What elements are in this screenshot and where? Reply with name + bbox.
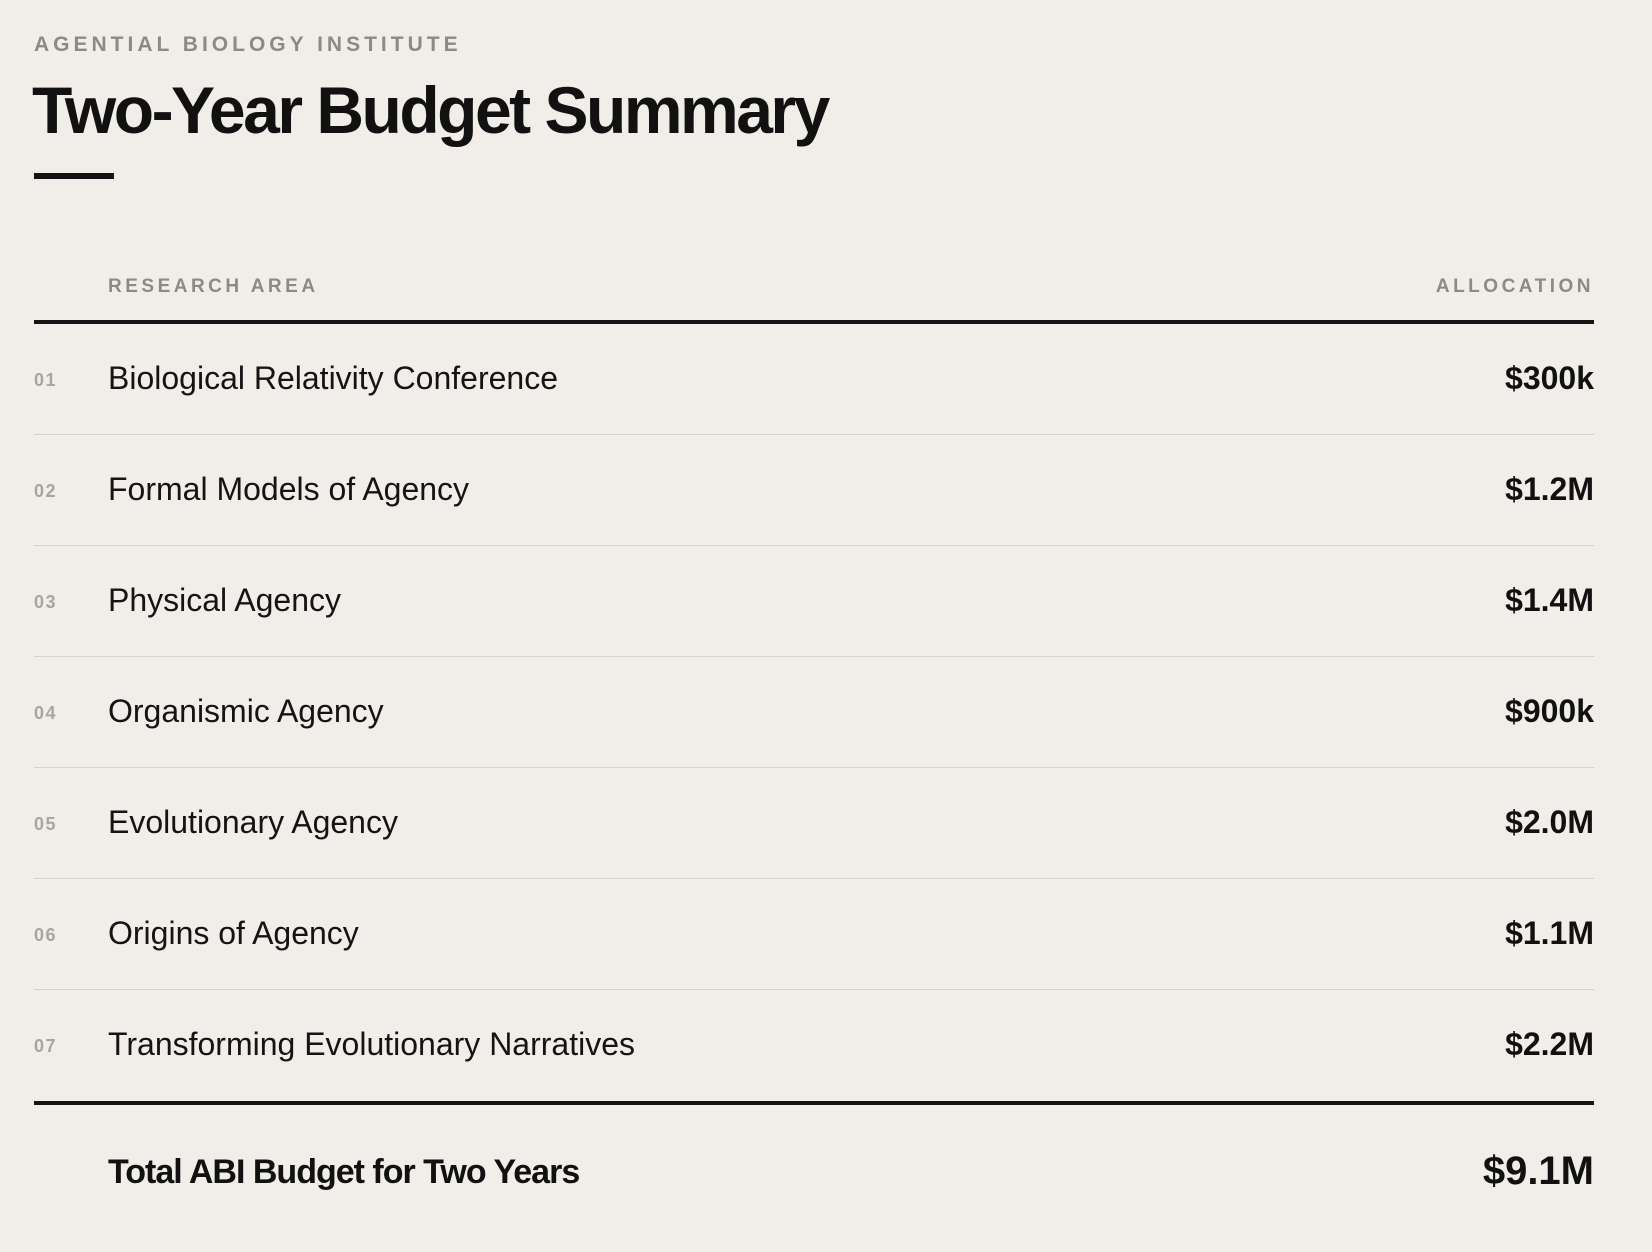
allocation-value: $1.4M [1505,582,1594,618]
row-number: 07 [34,1036,58,1056]
research-area-label: Physical Agency [108,582,342,618]
table-row: 03 Physical Agency $1.4M [34,546,1594,657]
budget-table: RESEARCH AREA ALLOCATION 01 Biological R… [34,262,1594,1221]
row-number: 03 [34,592,58,612]
table-row: 02 Formal Models of Agency $1.2M [34,435,1594,546]
row-number: 01 [34,370,58,390]
column-header-allocation: ALLOCATION [1435,276,1594,297]
table-header: RESEARCH AREA ALLOCATION [34,262,1594,324]
research-area-label: Formal Models of Agency [108,471,470,507]
research-area-label: Biological Relativity Conference [108,360,558,396]
research-area-label: Organismic Agency [108,693,384,729]
row-number: 02 [34,481,58,501]
total-label: Total ABI Budget for Two Years [108,1153,580,1191]
allocation-value: $1.1M [1505,915,1594,951]
allocation-value: $2.2M [1505,1026,1594,1062]
allocation-value: $300k [1505,360,1594,396]
row-number: 05 [34,814,58,834]
research-area-label: Evolutionary Agency [108,804,398,840]
allocation-value: $1.2M [1505,471,1594,507]
table-row: 04 Organismic Agency $900k [34,657,1594,768]
table-row: 05 Evolutionary Agency $2.0M [34,768,1594,879]
page-title: Two-Year Budget Summary [32,73,830,147]
table-row: 01 Biological Relativity Conference $300… [34,324,1594,435]
row-number: 04 [34,703,58,723]
research-area-label: Origins of Agency [108,915,359,951]
table-row: 07 Transforming Evolutionary Narratives … [34,990,1594,1101]
total-row: Total ABI Budget for Two Years $9.1M [34,1101,1594,1221]
allocation-value: $900k [1505,693,1594,729]
research-area-label: Transforming Evolutionary Narratives [108,1026,635,1062]
title-underline [34,173,114,179]
column-header-research-area: RESEARCH AREA [108,276,319,297]
total-value: $9.1M [1482,1149,1594,1193]
allocation-value: $2.0M [1505,804,1594,840]
table-row: 06 Origins of Agency $1.1M [34,879,1594,990]
institute-name: AGENTIAL BIOLOGY INSTITUTE [34,33,462,56]
row-number: 06 [34,925,58,945]
